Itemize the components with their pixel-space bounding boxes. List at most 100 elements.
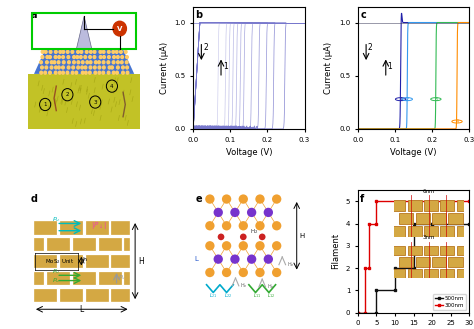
Text: 1: 1: [399, 97, 402, 102]
Text: 3: 3: [93, 100, 97, 105]
Text: e: e: [195, 194, 202, 204]
Circle shape: [77, 66, 80, 69]
Circle shape: [255, 268, 264, 277]
Circle shape: [108, 50, 110, 53]
300nm: [374, 199, 379, 203]
Circle shape: [50, 66, 53, 69]
Circle shape: [45, 66, 48, 69]
Circle shape: [122, 66, 124, 69]
500nm: [429, 221, 435, 225]
Circle shape: [264, 254, 273, 264]
Bar: [59, 288, 83, 302]
Circle shape: [272, 268, 282, 277]
300nm: [374, 221, 379, 225]
Circle shape: [98, 61, 100, 64]
Text: L: L: [194, 256, 198, 262]
Circle shape: [46, 61, 48, 64]
Text: $L_{12}$: $L_{12}$: [267, 291, 275, 300]
Circle shape: [77, 50, 79, 53]
Circle shape: [238, 268, 248, 277]
Circle shape: [49, 71, 51, 74]
Circle shape: [66, 71, 69, 74]
Text: f: f: [360, 194, 365, 204]
Bar: [110, 220, 130, 235]
300nm: [355, 311, 361, 315]
Circle shape: [50, 61, 53, 64]
Bar: [33, 271, 44, 285]
Circle shape: [66, 50, 69, 53]
Circle shape: [255, 221, 264, 230]
Circle shape: [255, 194, 264, 204]
Circle shape: [112, 50, 115, 53]
Circle shape: [73, 56, 75, 59]
Circle shape: [205, 221, 215, 230]
Circle shape: [102, 66, 105, 69]
Text: $L_{22}$: $L_{22}$: [225, 291, 233, 300]
Bar: [72, 237, 96, 251]
Text: c: c: [360, 10, 366, 20]
Circle shape: [49, 50, 52, 53]
500nm: [411, 221, 417, 225]
500nm: [411, 266, 417, 270]
Circle shape: [80, 50, 82, 53]
Circle shape: [247, 254, 256, 264]
Circle shape: [67, 56, 70, 59]
Text: a: a: [31, 10, 37, 20]
Circle shape: [62, 66, 64, 69]
Circle shape: [121, 56, 124, 59]
Text: d: d: [31, 194, 37, 204]
Circle shape: [214, 208, 223, 217]
300nm: [366, 266, 372, 270]
Circle shape: [125, 61, 128, 64]
Circle shape: [46, 56, 49, 59]
Bar: [33, 220, 57, 235]
Circle shape: [122, 71, 124, 74]
Bar: [33, 237, 44, 251]
Text: $P_u$: $P_u$: [52, 267, 60, 276]
Text: 4: 4: [456, 119, 458, 124]
500nm: [392, 266, 398, 270]
Circle shape: [124, 50, 127, 53]
500nm: [355, 311, 361, 315]
Circle shape: [76, 56, 79, 59]
500nm: [429, 221, 435, 225]
300nm: [363, 311, 368, 315]
Circle shape: [113, 56, 115, 59]
Circle shape: [89, 66, 92, 69]
Circle shape: [58, 56, 61, 59]
Bar: [59, 254, 83, 268]
Circle shape: [111, 66, 113, 69]
Circle shape: [90, 50, 92, 53]
Circle shape: [89, 61, 92, 64]
Text: $P_u$: $P_u$: [52, 277, 60, 286]
Bar: [33, 254, 57, 268]
Text: H$_n$: H$_n$: [240, 281, 247, 290]
Text: H$_n$: H$_n$: [287, 260, 294, 269]
Circle shape: [80, 56, 82, 59]
Circle shape: [98, 66, 101, 69]
Circle shape: [84, 71, 87, 74]
Text: V: V: [117, 26, 122, 32]
Line: 500nm: 500nm: [356, 222, 471, 314]
300nm: [466, 199, 472, 203]
Circle shape: [115, 50, 118, 53]
Circle shape: [230, 254, 240, 264]
Circle shape: [222, 268, 231, 277]
Circle shape: [71, 71, 74, 74]
Circle shape: [58, 71, 61, 74]
300nm: [363, 266, 368, 270]
Bar: [72, 271, 96, 285]
Circle shape: [102, 61, 105, 64]
Circle shape: [85, 50, 88, 53]
Text: 2: 2: [203, 43, 208, 52]
Circle shape: [67, 66, 70, 69]
Circle shape: [62, 56, 64, 59]
Text: 1: 1: [388, 63, 392, 71]
Circle shape: [119, 50, 122, 53]
Circle shape: [94, 71, 97, 74]
Bar: [59, 220, 83, 235]
Circle shape: [264, 208, 273, 217]
Text: $P_u$: $P_u$: [52, 215, 60, 224]
Circle shape: [222, 221, 231, 230]
Circle shape: [205, 268, 215, 277]
